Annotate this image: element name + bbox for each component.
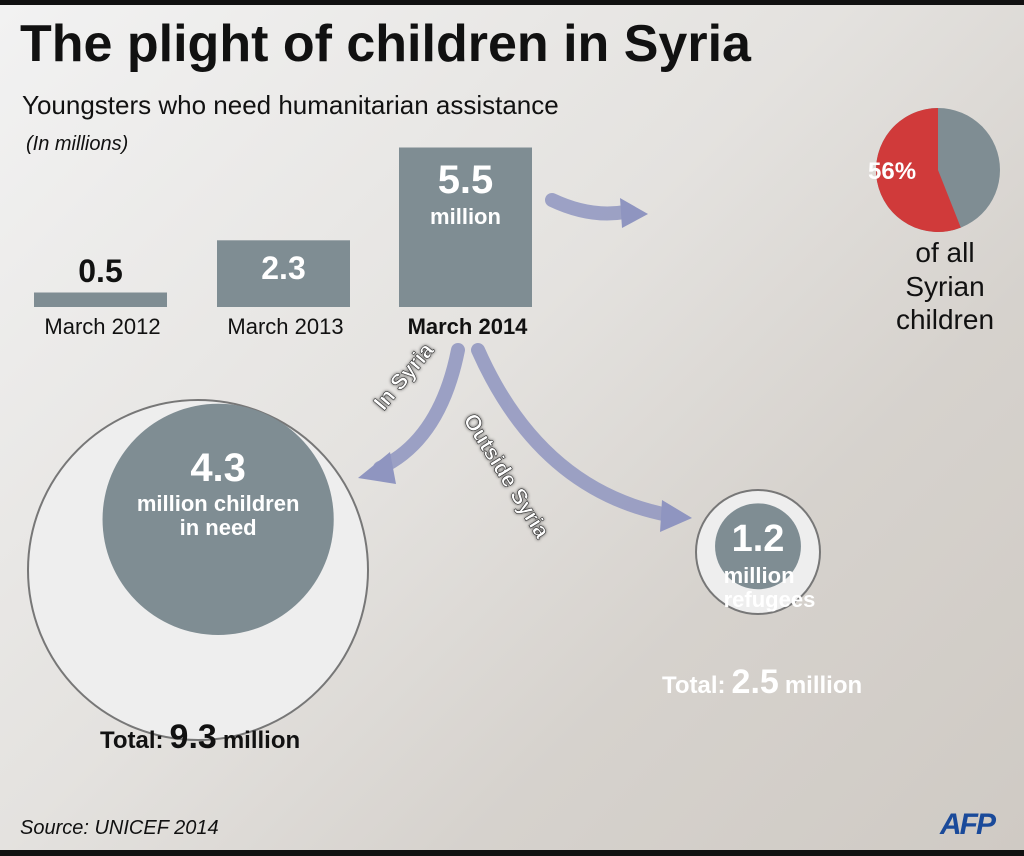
arrows	[373, 193, 675, 522]
bubble-value: 1.2	[731, 517, 785, 560]
total-value: 2.5	[731, 663, 779, 701]
value-circle	[715, 503, 801, 590]
source: Source: UNICEF 2014	[20, 817, 219, 839]
value-circle	[102, 403, 334, 635]
bubble-total: Total: 9.3 million	[100, 720, 300, 754]
bar-category: March 2013	[227, 314, 344, 339]
pie-label: 56%	[868, 158, 917, 185]
subtitle: Youngsters who need humanitarian assista…	[22, 90, 559, 120]
bubble-value: 4.3	[190, 445, 246, 490]
bar	[34, 292, 167, 307]
bar-category: March 2012	[44, 314, 161, 339]
total-value: 9.3	[169, 718, 217, 756]
bubble-text: million refugees	[723, 562, 816, 612]
logo: AFP	[940, 808, 996, 841]
bar	[217, 240, 350, 307]
arrow	[545, 193, 632, 221]
pie-caption: of all Syrian children	[895, 237, 995, 336]
arrow-head	[620, 198, 648, 228]
arrow	[373, 343, 465, 475]
arrow	[471, 343, 675, 522]
total-label: Total:	[100, 727, 164, 754]
top-rule	[0, 0, 1024, 5]
total-unit: million	[222, 727, 301, 754]
pie-slice	[876, 108, 961, 233]
bottom-rule	[0, 850, 1024, 856]
arrow-heads	[358, 198, 692, 532]
arrow-head	[660, 500, 692, 532]
bar-value: 5.5	[437, 157, 494, 202]
total-unit: million	[784, 672, 863, 699]
bar-unit: million	[430, 203, 501, 229]
bubble-text: million children in need	[136, 490, 300, 540]
bar-value: 2.3	[261, 250, 306, 287]
bar-category: March 2014	[407, 314, 528, 339]
title: The plight of children in Syria	[20, 15, 751, 73]
total-label: Total:	[662, 672, 726, 699]
bubble-total: Total: 2.5 million	[662, 665, 862, 699]
bar	[399, 147, 532, 307]
arrow-head	[358, 452, 396, 484]
bar-value: 0.5	[78, 252, 123, 289]
unit-note: (In millions)	[26, 133, 129, 155]
